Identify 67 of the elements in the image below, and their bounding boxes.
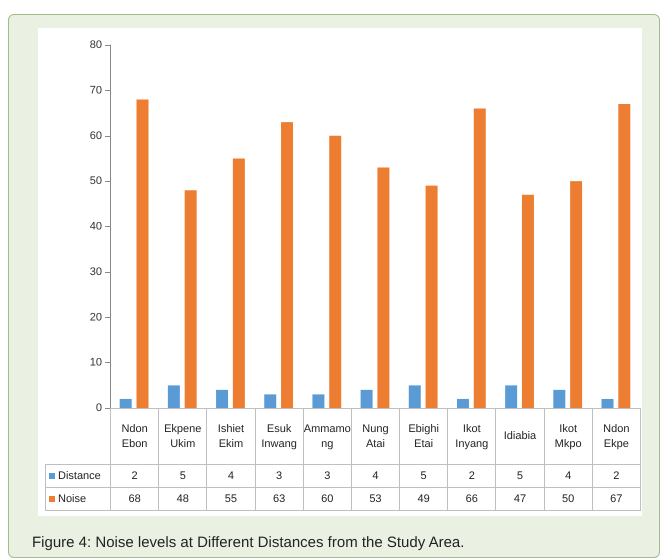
x-tick-label: Ikot Mkpo xyxy=(544,408,592,464)
data-label: 55 xyxy=(206,488,256,510)
caption: Figure 4: Noise levels at Different Distances from the Study Area. xyxy=(32,534,464,551)
data-label: 2 xyxy=(592,464,640,488)
x-tick-label: Ikot Inyang xyxy=(448,408,496,464)
bar xyxy=(136,99,148,408)
legend-label: Distance xyxy=(46,464,110,488)
x-tick-label: Nung Atai xyxy=(351,408,400,464)
y-tick-label: 80 xyxy=(90,39,102,51)
y-tick-label: 70 xyxy=(90,84,102,96)
legend-label: Noise xyxy=(46,488,110,510)
x-tick-label: Ekpene Ukim xyxy=(158,408,207,464)
bar xyxy=(360,390,373,408)
bar xyxy=(329,136,342,408)
bar xyxy=(456,398,469,408)
bar xyxy=(426,186,438,408)
bar xyxy=(264,394,276,408)
bar xyxy=(408,385,421,408)
data-label: 49 xyxy=(400,488,448,510)
y-tick-label: 50 xyxy=(90,175,102,188)
data-label: 68 xyxy=(110,488,159,510)
x-tick-label: Ishiet Ekim xyxy=(206,408,256,464)
data-label: 47 xyxy=(496,488,544,510)
bar xyxy=(505,385,518,408)
bar xyxy=(312,394,324,408)
y-tick-label: 10 xyxy=(90,356,102,369)
x-tick-label: Ammamong xyxy=(303,408,352,464)
data-label: 53 xyxy=(351,488,400,510)
x-tick-label: Ndon Ebon xyxy=(110,408,159,464)
x-tick-label: Ndon Ekpe xyxy=(592,408,640,464)
data-label: 4 xyxy=(351,464,400,488)
data-label: 4 xyxy=(544,464,592,488)
y-tick-label: 30 xyxy=(90,266,102,278)
x-tick-label: Esuk Inwang xyxy=(255,408,304,464)
y-tick-label: 40 xyxy=(90,220,102,232)
bar xyxy=(553,390,566,408)
bar xyxy=(522,194,534,408)
data-label: 5 xyxy=(496,464,544,488)
x-tick-label: Ebighi Etai xyxy=(400,408,448,464)
data-label: 5 xyxy=(400,464,448,488)
bar xyxy=(474,108,486,408)
bar xyxy=(120,398,132,408)
bar xyxy=(216,390,228,408)
bar xyxy=(184,190,197,408)
data-label: 3 xyxy=(303,464,352,488)
bar xyxy=(377,168,390,408)
data-label: 67 xyxy=(592,488,640,510)
y-tick-label: 60 xyxy=(90,130,102,142)
data-label: 48 xyxy=(158,488,207,510)
data-label: 60 xyxy=(303,488,352,510)
y-tick-label: 0 xyxy=(96,402,102,414)
bar xyxy=(618,104,630,408)
data-label: 66 xyxy=(448,488,496,510)
data-label: 50 xyxy=(544,488,592,510)
bar xyxy=(168,385,180,408)
bar xyxy=(281,122,294,408)
data-label: 3 xyxy=(255,464,304,488)
data-label: 2 xyxy=(110,464,159,488)
bar xyxy=(570,181,582,408)
data-label: 63 xyxy=(255,488,304,510)
data-label: 5 xyxy=(158,464,207,488)
data-label: 2 xyxy=(448,464,496,488)
bar xyxy=(602,398,614,408)
y-tick-label: 20 xyxy=(90,311,102,324)
bar xyxy=(232,158,245,408)
x-tick-label: Idiabia xyxy=(496,408,544,464)
data-label: 4 xyxy=(206,464,256,488)
